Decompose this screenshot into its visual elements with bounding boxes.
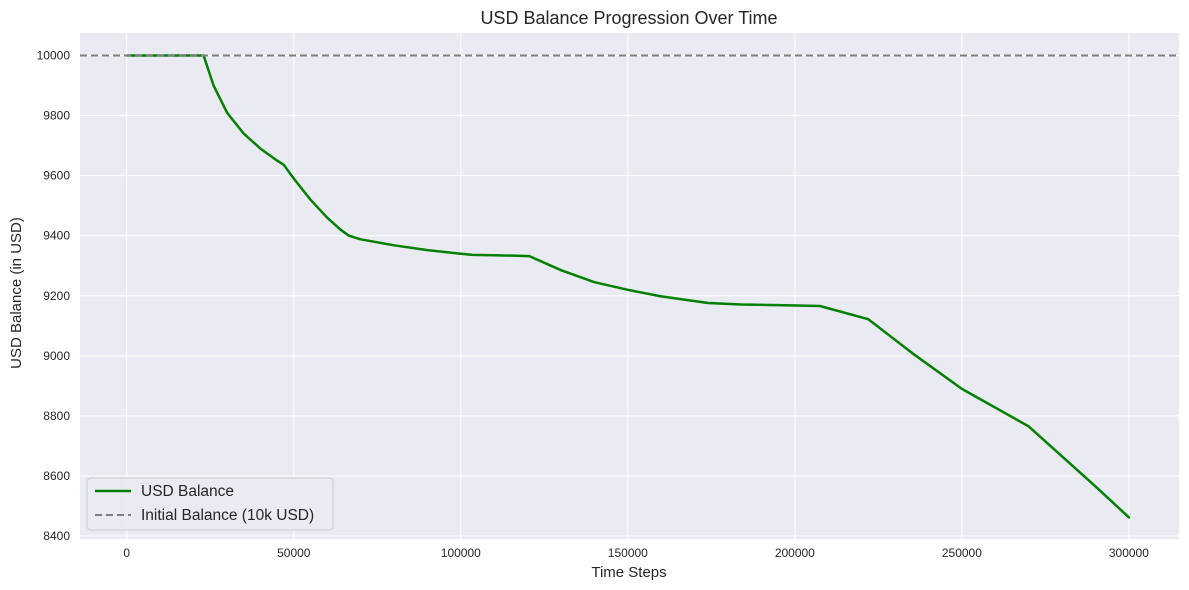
legend-label-initial-balance: Initial Balance (10k USD) [141,507,314,524]
x-tick-label: 250000 [942,546,982,560]
x-tick-label: 300000 [1109,546,1149,560]
grid-lines [80,33,1179,539]
x-tick-label: 50000 [277,546,311,560]
x-tick-label: 150000 [608,546,648,560]
series-layer [80,54,1179,519]
y-tick-label: 9600 [43,169,70,183]
y-tick-label: 9000 [43,349,70,363]
legend-label-usd-balance: USD Balance [141,483,234,500]
y-tick-label: 10000 [37,49,71,63]
usd-balance-line [125,54,1131,519]
y-tick-label: 8600 [43,469,70,483]
x-axis-title: Time Steps [591,564,666,581]
y-axis-title: USD Balance (in USD) [8,217,25,369]
x-tick-label: 100000 [441,546,481,560]
legend: USD Balance Initial Balance (10k USD) [86,477,334,531]
x-tick-label: 200000 [775,546,815,560]
y-tick-label: 9200 [43,289,70,303]
plot-area [80,33,1179,539]
y-tick-label: 8400 [43,529,70,543]
tick-labels: 0 50000 100000 150000 200000 250000 300000 8400… [37,49,1150,560]
y-tick-label: 9400 [43,229,70,243]
chart-title: USD Balance Progression Over Time [480,8,777,28]
y-tick-label: 9800 [43,109,70,123]
legend-box [86,477,334,531]
y-tick-label: 8800 [43,409,70,423]
x-tick-label: 0 [123,546,130,560]
